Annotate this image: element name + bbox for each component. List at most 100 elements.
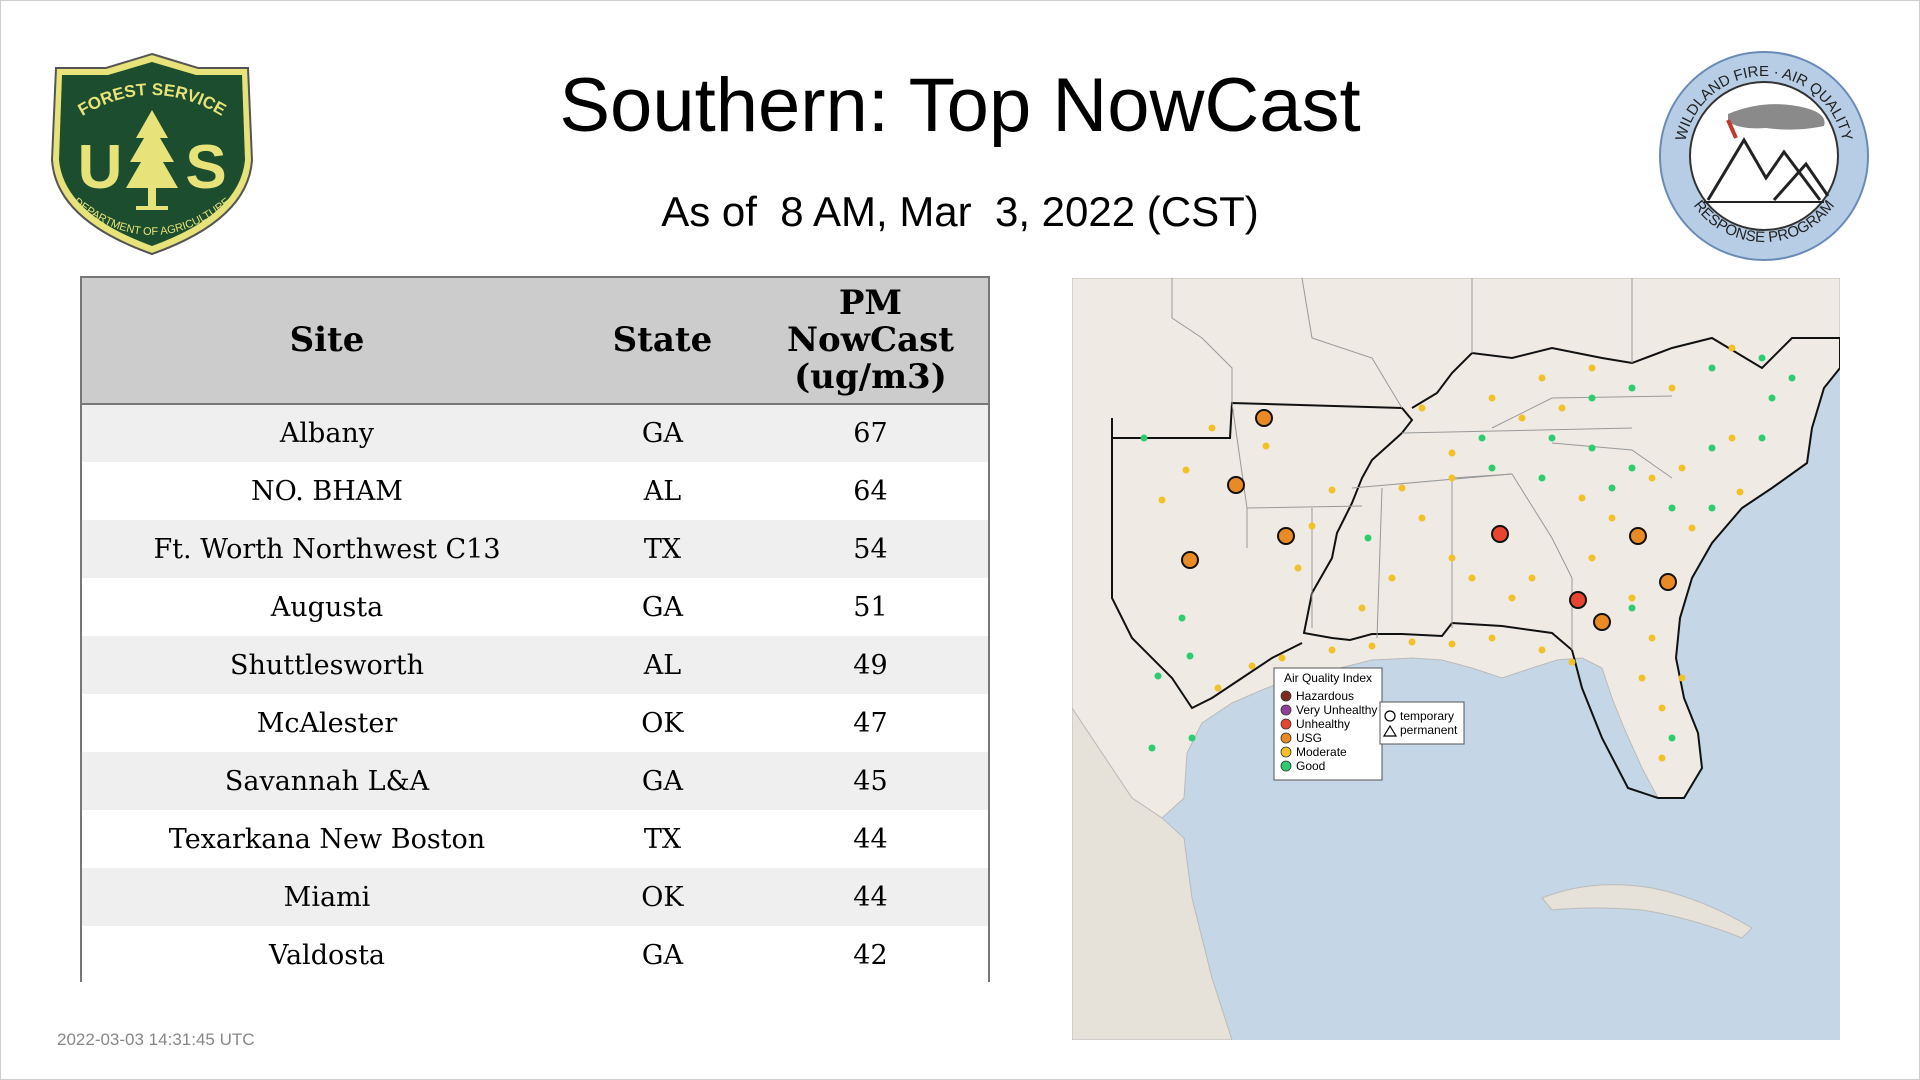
value-cell: 45 bbox=[853, 765, 888, 797]
monitor-marker bbox=[1628, 594, 1636, 602]
site-cell: Savannah L&A bbox=[224, 765, 430, 797]
site-cell: Shuttlesworth bbox=[230, 649, 424, 681]
monitor-marker bbox=[1508, 594, 1516, 602]
state-cell: TX bbox=[643, 823, 682, 855]
monitor-marker bbox=[1248, 662, 1256, 670]
monitor-marker bbox=[1608, 514, 1616, 522]
monitor-marker bbox=[1658, 704, 1666, 712]
monitor-marker bbox=[1708, 444, 1716, 452]
monitor-marker bbox=[1678, 464, 1686, 472]
forest-service-logo-icon: FOREST SERVICE U S DEPARTMENT OF AGRICUL… bbox=[50, 52, 254, 256]
page-title: Southern: Top NowCast bbox=[559, 63, 1361, 148]
legend-item-label: Unhealthy bbox=[1296, 717, 1350, 731]
monitor-marker bbox=[1140, 434, 1148, 442]
monitor-marker-temporary bbox=[1659, 573, 1677, 591]
page-subtitle: As of 8 AM, Mar 3, 2022 (CST) bbox=[661, 188, 1259, 235]
value-cell: 64 bbox=[853, 475, 888, 507]
monitor-marker bbox=[1528, 574, 1536, 582]
monitor-marker bbox=[1328, 486, 1336, 494]
monitor-marker bbox=[1408, 638, 1416, 646]
monitor-marker bbox=[1578, 494, 1586, 502]
monitor-marker bbox=[1548, 434, 1556, 442]
monitor-marker bbox=[1538, 374, 1546, 382]
monitor-marker bbox=[1628, 464, 1636, 472]
value-cell: 67 bbox=[853, 418, 888, 449]
legend-permanent: permanent bbox=[1400, 723, 1458, 737]
monitor-marker bbox=[1728, 434, 1736, 442]
map-points bbox=[1140, 344, 1796, 762]
monitor-marker bbox=[1518, 414, 1526, 422]
monitor-marker bbox=[1588, 364, 1596, 372]
site-cell: Ft. Worth Northwest C13 bbox=[153, 533, 501, 565]
state-cell: GA bbox=[641, 591, 683, 623]
monitor-marker bbox=[1628, 384, 1636, 392]
monitor-marker bbox=[1758, 434, 1766, 442]
legend-title: Air Quality Index bbox=[1284, 671, 1372, 685]
monitor-marker bbox=[1448, 449, 1456, 457]
monitor-marker bbox=[1538, 646, 1546, 654]
monitor-marker bbox=[1648, 474, 1656, 482]
footer-timestamp: 2022-03-03 14:31:45 UTC bbox=[57, 1030, 255, 1049]
monitor-marker bbox=[1728, 344, 1736, 352]
legend-swatch bbox=[1280, 760, 1292, 772]
monitor-marker bbox=[1448, 554, 1456, 562]
state-boundaries bbox=[1171, 278, 1673, 650]
monitor-marker bbox=[1148, 744, 1156, 752]
site-cell: NO. BHAM bbox=[251, 475, 403, 507]
legend-item-label: Good bbox=[1296, 759, 1325, 773]
monitor-marker bbox=[1708, 364, 1716, 372]
legend-temporary: temporary bbox=[1400, 709, 1454, 723]
monitor-marker bbox=[1608, 484, 1616, 492]
monitor-marker bbox=[1708, 504, 1716, 512]
site-cell: Augusta bbox=[270, 591, 384, 623]
monitor-marker bbox=[1788, 374, 1796, 382]
monitor-marker bbox=[1478, 434, 1486, 442]
monitor-marker bbox=[1182, 466, 1190, 474]
monitor-marker bbox=[1388, 574, 1396, 582]
state-cell: OK bbox=[641, 881, 684, 913]
map-cuba bbox=[1541, 884, 1753, 939]
monitor-marker bbox=[1488, 464, 1496, 472]
table-row: Valdosta GA 42 bbox=[82, 926, 988, 984]
monitor-marker bbox=[1214, 684, 1222, 692]
legend-swatch bbox=[1280, 704, 1292, 716]
monitor-marker bbox=[1358, 604, 1366, 612]
monitor-marker bbox=[1668, 504, 1676, 512]
state-cell: AL bbox=[643, 649, 682, 681]
monitor-marker bbox=[1328, 646, 1336, 654]
monitor-marker bbox=[1488, 394, 1496, 402]
state-cell: OK bbox=[641, 707, 684, 739]
table-row: Albany GA 67 bbox=[82, 404, 988, 462]
table-row: Ft. Worth Northwest C13 TX 54 bbox=[82, 520, 988, 578]
permanent-marker-icon bbox=[1382, 724, 1398, 737]
table-row: Augusta GA 51 bbox=[82, 578, 988, 636]
monitor-marker bbox=[1308, 522, 1316, 530]
monitor-marker bbox=[1658, 754, 1666, 762]
monitor-marker bbox=[1448, 474, 1456, 482]
column-header-state: State bbox=[612, 320, 713, 360]
monitor-marker bbox=[1678, 674, 1686, 682]
legend-swatch bbox=[1280, 746, 1292, 758]
pine-tree-icon bbox=[126, 110, 178, 210]
value-cell: 44 bbox=[853, 823, 888, 855]
monitor-marker bbox=[1638, 674, 1646, 682]
state-cell: TX bbox=[643, 533, 682, 565]
monitor-marker bbox=[1178, 614, 1186, 622]
monitor-marker bbox=[1588, 394, 1596, 402]
monitor-marker bbox=[1448, 640, 1456, 648]
state-cell: GA bbox=[641, 765, 683, 797]
monitor-marker-temporary bbox=[1629, 527, 1647, 545]
monitor-marker bbox=[1418, 404, 1426, 412]
monitor-marker-temporary bbox=[1227, 476, 1245, 494]
value-cell: 51 bbox=[853, 591, 888, 623]
monitor-marker bbox=[1648, 634, 1656, 642]
site-cell: McAlester bbox=[256, 707, 398, 739]
state-cell: AL bbox=[643, 475, 682, 507]
site-cell: Valdosta bbox=[268, 939, 386, 971]
legend-item-label: Hazardous bbox=[1296, 689, 1354, 703]
monitor-marker bbox=[1588, 554, 1596, 562]
legend-item-label: Moderate bbox=[1296, 745, 1347, 759]
monitor-marker bbox=[1568, 658, 1576, 666]
value-cell: 42 bbox=[853, 939, 888, 971]
